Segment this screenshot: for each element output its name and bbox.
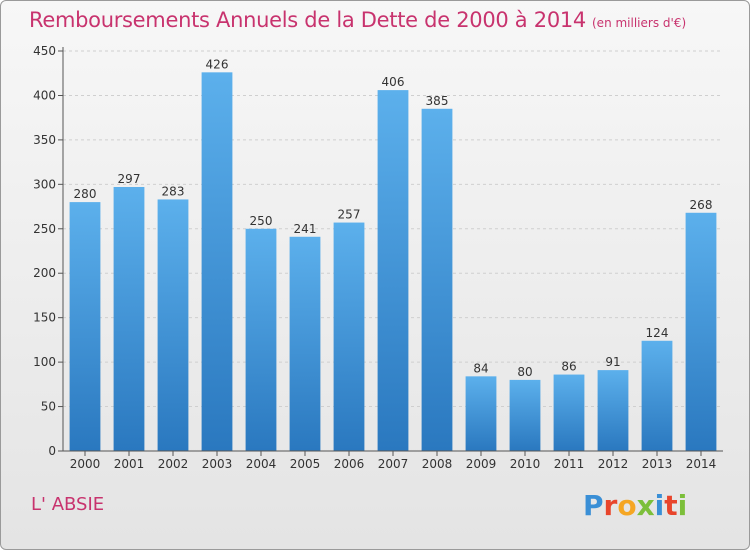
x-tick-label-2005: 2005 (290, 457, 321, 471)
labels: 0 50 100 150 200 250 300 350 400 450 280 2000 297 200… (33, 44, 716, 471)
bar-2012 (597, 370, 629, 451)
y-tick-label: 200 (33, 266, 56, 280)
x-tick-label-2009: 2009 (466, 457, 497, 471)
y-tick-label: 100 (33, 355, 56, 369)
commune-name: L' ABSIE (31, 494, 105, 515)
x-tick-label-2006: 2006 (334, 457, 365, 471)
bar-2002 (157, 199, 189, 451)
bar-2013 (641, 340, 673, 451)
proxiti-logo: Proxiti (583, 489, 687, 522)
x-tick-label-2000: 2000 (70, 457, 101, 471)
bar-2010 (509, 379, 541, 451)
data-label-2000: 280 (74, 187, 97, 201)
bar-2005 (289, 236, 321, 451)
axes (58, 47, 723, 456)
bar-2004 (245, 228, 277, 451)
x-tick-label-2003: 2003 (202, 457, 233, 471)
y-tick-label: 150 (33, 311, 56, 325)
x-tick-label-2010: 2010 (510, 457, 541, 471)
logo-letter: o (617, 489, 637, 522)
data-label-2009: 84 (473, 361, 488, 375)
bars (69, 72, 717, 452)
data-label-2012: 91 (605, 355, 620, 369)
data-label-2013: 124 (646, 326, 669, 340)
title-text: Remboursements Annuels de la Dette de 20… (29, 8, 586, 32)
bar-2006 (333, 222, 365, 451)
bar-2014 (685, 212, 717, 451)
x-tick-label-2001: 2001 (114, 457, 145, 471)
data-label-2005: 241 (294, 222, 317, 236)
data-label-2008: 385 (426, 94, 449, 108)
y-tick-label: 400 (33, 88, 56, 102)
bar-2009 (465, 376, 497, 451)
x-tick-label-2013: 2013 (642, 457, 673, 471)
chart-subtitle: (en milliers d'€) (592, 16, 687, 30)
data-label-2001: 297 (118, 172, 141, 186)
y-tick-label: 450 (33, 44, 56, 58)
data-label-2011: 86 (561, 360, 576, 374)
logo-letter: i (654, 489, 665, 522)
logo-letter: i (677, 489, 688, 522)
x-tick-label-2007: 2007 (378, 457, 409, 471)
y-tick-label: 0 (48, 444, 56, 458)
x-tick-label-2014: 2014 (686, 457, 717, 471)
logo-letter: r (603, 489, 618, 522)
data-label-2014: 268 (690, 198, 713, 212)
bar-2000 (69, 202, 101, 451)
x-tick-label-2002: 2002 (158, 457, 189, 471)
y-tick-label: 250 (33, 222, 56, 236)
bar-2007 (377, 90, 409, 451)
bar-2011 (553, 374, 585, 451)
y-tick-label: 350 (33, 133, 56, 147)
logo-letter: P (583, 489, 604, 522)
y-tick-label: 300 (33, 177, 56, 191)
x-tick-label-2008: 2008 (422, 457, 453, 471)
logo-letter: t (664, 489, 678, 522)
bar-2003 (201, 72, 233, 451)
logo-letter: x (636, 489, 655, 522)
data-label-2006: 257 (338, 208, 361, 222)
data-label-2003: 426 (206, 57, 229, 71)
data-label-2010: 80 (517, 365, 532, 379)
data-label-2002: 283 (162, 184, 185, 198)
chart-title: Remboursements Annuels de la Dette de 20… (29, 8, 686, 32)
data-label-2004: 250 (250, 214, 273, 228)
x-tick-label-2012: 2012 (598, 457, 629, 471)
bar-2001 (113, 187, 145, 451)
data-label-2007: 406 (382, 75, 405, 89)
bar-2008 (421, 108, 453, 452)
x-tick-label-2004: 2004 (246, 457, 277, 471)
x-tick-label-2011: 2011 (554, 457, 585, 471)
y-tick-label: 50 (41, 400, 56, 414)
